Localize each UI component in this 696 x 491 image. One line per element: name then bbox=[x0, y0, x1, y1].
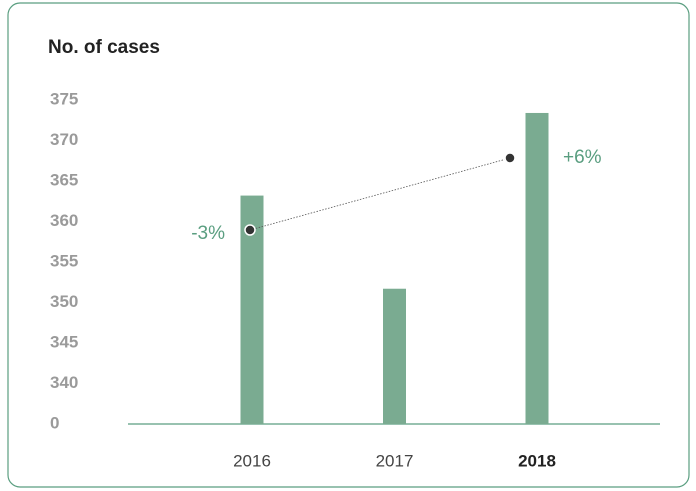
y-tick-label: 340 bbox=[50, 373, 78, 392]
annotation: +6% bbox=[563, 147, 602, 168]
bar bbox=[240, 195, 264, 424]
y-tick-label: 350 bbox=[50, 292, 78, 311]
y-tick-label: 360 bbox=[50, 211, 78, 230]
card bbox=[7, 2, 690, 488]
y-tick-label: 355 bbox=[50, 251, 78, 270]
annotation: -3% bbox=[191, 223, 225, 244]
y-tick-label: 375 bbox=[50, 89, 78, 108]
y-tick-label: 370 bbox=[50, 130, 78, 149]
x-tick-label: 2016 bbox=[233, 451, 271, 470]
marker-dot bbox=[504, 152, 516, 164]
marker-dot bbox=[244, 224, 256, 236]
x-tick-label: 2018 bbox=[518, 451, 556, 470]
bar bbox=[383, 288, 406, 424]
y-tick-label: 0 bbox=[50, 413, 59, 432]
y-tick-label: 345 bbox=[50, 332, 78, 351]
x-tick-label: 2017 bbox=[376, 451, 414, 470]
bar bbox=[525, 112, 549, 425]
chart-title: No. of cases bbox=[48, 37, 160, 58]
y-tick-label: 365 bbox=[50, 170, 78, 189]
